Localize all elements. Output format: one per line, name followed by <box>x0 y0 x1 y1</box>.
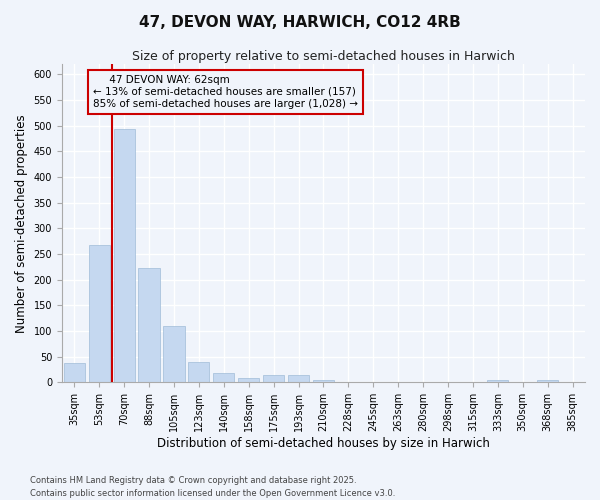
Bar <box>263 374 284 382</box>
Bar <box>64 364 85 382</box>
Text: 47, DEVON WAY, HARWICH, CO12 4RB: 47, DEVON WAY, HARWICH, CO12 4RB <box>139 15 461 30</box>
Bar <box>89 245 110 382</box>
Bar <box>188 362 209 382</box>
Bar <box>163 326 185 382</box>
Bar <box>313 380 334 382</box>
Text: 47 DEVON WAY: 62sqm
← 13% of semi-detached houses are smaller (157)
85% of semi-: 47 DEVON WAY: 62sqm ← 13% of semi-detach… <box>93 76 358 108</box>
Bar <box>487 380 508 382</box>
X-axis label: Distribution of semi-detached houses by size in Harwich: Distribution of semi-detached houses by … <box>157 437 490 450</box>
Text: Contains HM Land Registry data © Crown copyright and database right 2025.
Contai: Contains HM Land Registry data © Crown c… <box>30 476 395 498</box>
Bar <box>139 268 160 382</box>
Bar <box>288 374 309 382</box>
Title: Size of property relative to semi-detached houses in Harwich: Size of property relative to semi-detach… <box>132 50 515 63</box>
Bar <box>537 380 558 382</box>
Bar <box>238 378 259 382</box>
Y-axis label: Number of semi-detached properties: Number of semi-detached properties <box>15 114 28 332</box>
Bar <box>213 373 235 382</box>
Bar <box>113 130 135 382</box>
